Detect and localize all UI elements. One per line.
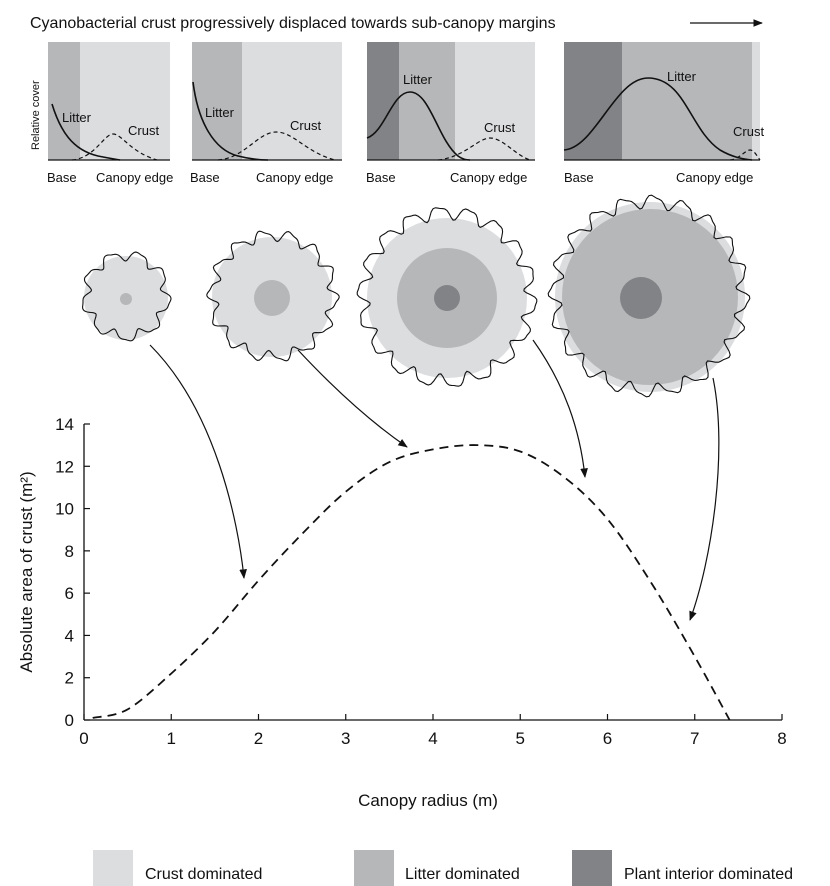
- x-tick-label: 7: [690, 729, 699, 748]
- y-tick-label: 8: [65, 542, 74, 561]
- canopy-2-outline: [206, 230, 340, 362]
- arrow-canopy-3: [532, 339, 588, 478]
- canopy-1-outline: [82, 251, 172, 342]
- legend-label-litter: Litter dominated: [405, 866, 520, 883]
- x-tick-label: 8: [777, 729, 786, 748]
- panel-2-crust-label: Crust: [290, 118, 321, 133]
- crust-area-curve: [92, 444, 731, 721]
- arrow-canopy-2: [297, 349, 408, 448]
- y-tick-label: 0: [65, 711, 74, 730]
- x-tick-label: 1: [167, 729, 176, 748]
- canopy-3-outline: [356, 207, 538, 387]
- panel-1: Relative cover Litter Crust Base Canopy …: [30, 42, 173, 185]
- panel-3-litter-label: Litter: [403, 72, 433, 87]
- panel-ylabel: Relative cover: [30, 80, 42, 150]
- arrow-canopy-1: [149, 344, 247, 579]
- panel-4-crust-curve: [729, 149, 761, 161]
- y-tick-label: 2: [65, 669, 74, 688]
- panel-2-crust-curve: [217, 131, 336, 161]
- x-tick-label: 6: [603, 729, 612, 748]
- panel-3-crust-curve: [437, 137, 531, 161]
- panel-3: Litter Crust Base Canopy edge: [366, 42, 535, 185]
- panel-3-crust-label: Crust: [484, 120, 515, 135]
- y-tick-label: 4: [65, 626, 74, 645]
- panel-1-crust-curve: [71, 133, 158, 161]
- x-tick-label: 4: [428, 729, 437, 748]
- panel-4-litter-curve: [563, 77, 753, 161]
- panel-3-base-label: Base: [366, 170, 396, 185]
- panel-3-edge-label: Canopy edge: [450, 170, 527, 185]
- y-tick-label: 14: [55, 415, 74, 434]
- panel-1-crust-label: Crust: [128, 123, 159, 138]
- panel-2-litter-label: Litter: [205, 105, 235, 120]
- canopy-4-outline: [547, 194, 751, 398]
- legend-swatch-litter: [354, 850, 394, 886]
- panel-4-edge-label: Canopy edge: [676, 170, 753, 185]
- panel-2-edge-label: Canopy edge: [256, 170, 333, 185]
- canopy-3: [356, 207, 538, 387]
- y-tick-label: 12: [55, 457, 74, 476]
- y-axis-label: Absolute area of crust (m²): [17, 471, 36, 672]
- panel-1-base-label: Base: [47, 170, 77, 185]
- canopy-4: [547, 194, 751, 398]
- panel-4-base-label: Base: [564, 170, 594, 185]
- panel-2: Litter Crust Base Canopy edge: [190, 42, 342, 185]
- x-tick-label: 2: [254, 729, 263, 748]
- arrow-canopy-4: [689, 377, 720, 621]
- panel-2-litter-curve: [192, 81, 269, 161]
- legend-swatch-plant: [572, 850, 612, 886]
- legend: Crust dominated Litter dominated Plant i…: [93, 850, 793, 886]
- panel-2-base-label: Base: [190, 170, 220, 185]
- canopy-1: [82, 251, 172, 342]
- panel-4-crust-label: Crust: [733, 124, 764, 139]
- panel-1-litter-label: Litter: [62, 110, 92, 125]
- canopy-2: [206, 230, 340, 362]
- panel-4-litter-label: Litter: [667, 69, 697, 84]
- x-tick-label: 3: [341, 729, 350, 748]
- panel-3-litter-curve: [366, 91, 471, 161]
- x-tick-label: 0: [79, 729, 88, 748]
- legend-label-crust: Crust dominated: [145, 866, 262, 883]
- x-tick-label: 5: [516, 729, 525, 748]
- legend-label-plant: Plant interior dominated: [624, 866, 793, 883]
- y-tick-label: 10: [55, 500, 74, 519]
- y-tick-label: 6: [65, 584, 74, 603]
- x-axis-label: Canopy radius (m): [358, 791, 498, 810]
- panel-4: Litter Crust Base Canopy edge: [563, 42, 764, 185]
- legend-swatch-crust: [93, 850, 133, 886]
- panel-1-edge-label: Canopy edge: [96, 170, 173, 185]
- figure-title: Cyanobacterial crust progressively displ…: [30, 15, 556, 32]
- panel-1-litter-curve: [51, 103, 121, 161]
